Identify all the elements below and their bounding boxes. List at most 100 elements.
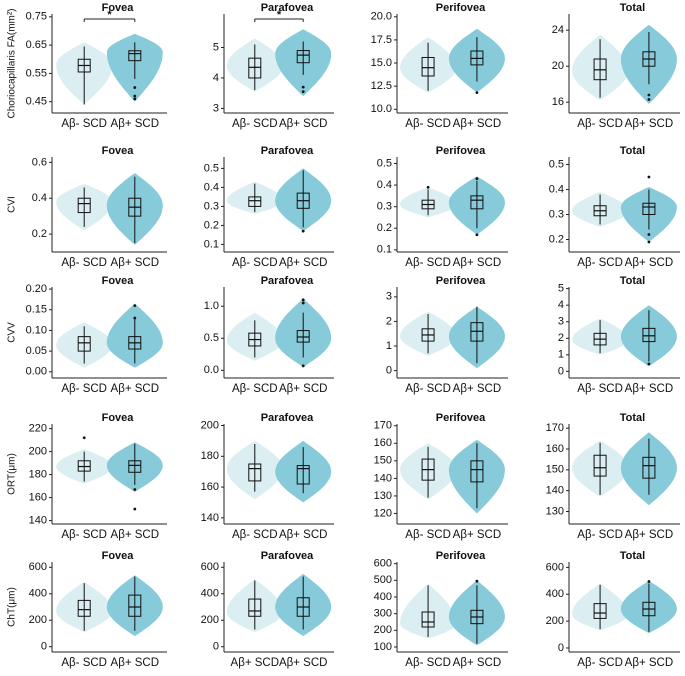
category-label: Aβ+ SCD bbox=[111, 118, 159, 130]
y-tick-label: 0 bbox=[213, 641, 219, 653]
y-tick-label: 0.5 bbox=[549, 158, 564, 170]
y-axis-label: CVI bbox=[7, 196, 18, 213]
y-tick-label: 400 bbox=[201, 588, 219, 600]
y-tick-label: 24 bbox=[552, 24, 564, 36]
category-label: Aβ- SCD bbox=[61, 529, 107, 541]
y-tick-label: 0.3 bbox=[204, 200, 219, 212]
y-tick-label: 300 bbox=[374, 608, 392, 620]
category-label: Aβ- SCD bbox=[405, 257, 451, 269]
y-tick-label: 4 bbox=[558, 299, 564, 311]
category-label: Aβ+ SCD bbox=[279, 657, 327, 669]
category-label: Aβ- SCD bbox=[405, 657, 451, 669]
y-tick-label: 17.5 bbox=[371, 34, 392, 46]
panel-title: Fovea bbox=[102, 145, 135, 157]
box bbox=[470, 195, 484, 210]
panel-fovea: Fovea 0 200 400 600 Aβ- SCD Aβ+ SCD bbox=[29, 550, 167, 669]
y-tick-label: 0.4 bbox=[377, 179, 392, 191]
y-tick-label: 0.65 bbox=[26, 39, 47, 51]
y-tick-label: 0.10 bbox=[26, 324, 47, 336]
y-tick-label: 0.05 bbox=[26, 345, 47, 357]
outlier-point bbox=[647, 240, 651, 244]
outlier-point bbox=[133, 86, 137, 89]
y-axis-label: Choriocapillaris FA(mm²) bbox=[7, 8, 18, 118]
y-tick-label: 200 bbox=[201, 614, 219, 626]
panel-title: Parafovea bbox=[261, 412, 314, 424]
outlier-point bbox=[475, 233, 479, 237]
panel-title: Fovea bbox=[102, 412, 135, 424]
category-label: Aβ+ SCD bbox=[625, 383, 673, 395]
panel-perifovea: Perifovea 0.1 0.2 0.3 0.4 0.5 Aβ- SCD Aβ+ SCD bbox=[377, 145, 508, 269]
outlier-point bbox=[475, 91, 479, 95]
y-tick-label: 0.2 bbox=[377, 222, 392, 234]
y-tick-label: 5 bbox=[558, 283, 564, 295]
y-tick-label: 0.1 bbox=[377, 244, 392, 256]
panel-fovea: Fovea 0.45 0.55 0.65 0.75 Aβ- SCD Aβ+ SCD * bbox=[26, 2, 167, 130]
y-tick-label: 140 bbox=[29, 514, 47, 526]
panel-total: Total 0.2 0.3 0.4 0.5 Aβ- SCD Aβ+ SCD bbox=[549, 145, 680, 269]
y-tick-label: 16 bbox=[552, 96, 564, 108]
y-tick-label: 130 bbox=[374, 490, 392, 502]
category-label: Aβ+ SCD bbox=[111, 257, 159, 269]
outlier-point bbox=[301, 364, 305, 368]
y-tick-label: 160 bbox=[546, 443, 564, 455]
category-label: Aβ+ SCD bbox=[625, 529, 673, 541]
y-tick-label: 0.20 bbox=[26, 283, 47, 295]
panel-perifovea: Perifovea 120 130 140 150 160 170 Aβ- SCD Aβ+ SC… bbox=[374, 412, 508, 541]
y-tick-label: 0.3 bbox=[377, 201, 392, 213]
y-tick-label: 0.15 bbox=[26, 304, 47, 316]
panel-perifovea: Perifovea 100 200 300 400 500 600 Aβ- SCD Aβ+ SC… bbox=[374, 550, 508, 669]
y-tick-label: 150 bbox=[546, 464, 564, 476]
outlier-point bbox=[82, 436, 86, 440]
outlier-point bbox=[426, 185, 430, 189]
outlier-point bbox=[475, 177, 479, 180]
y-tick-label: 0.2 bbox=[549, 233, 564, 245]
box bbox=[248, 598, 262, 617]
box bbox=[296, 465, 310, 485]
y-tick-label: 0.6 bbox=[32, 156, 47, 168]
category-label: Aβ- SCD bbox=[577, 257, 623, 269]
category-label: Aβ- SCD bbox=[405, 529, 451, 541]
category-label: Aβ+ SCD bbox=[625, 657, 673, 669]
category-label: Aβ+ SCD bbox=[453, 657, 501, 669]
y-tick-label: 0.00 bbox=[26, 366, 47, 378]
outlier-point bbox=[647, 93, 651, 97]
panel-fovea: Fovea 0.00 0.05 0.10 0.15 0.20 Aβ- SCD Aβ+ SCD bbox=[26, 275, 167, 395]
panel-title: Parafovea bbox=[261, 2, 314, 14]
category-label: Aβ+ SCD bbox=[279, 529, 327, 541]
y-tick-label: 100 bbox=[374, 641, 392, 653]
panel-total: Total 0 1 2 3 4 5 Aβ- SCD Aβ+ SCD bbox=[558, 275, 680, 395]
panel-title: Perifovea bbox=[436, 275, 486, 287]
outlier-point bbox=[647, 233, 651, 236]
y-tick-label: 200 bbox=[374, 624, 392, 636]
y-tick-label: 150 bbox=[374, 455, 392, 467]
y-tick-label: 0 bbox=[41, 641, 47, 653]
box bbox=[128, 460, 142, 473]
y-tick-label: 0.3 bbox=[549, 208, 564, 220]
panel-perifovea: Perifovea 10.0 12.5 15.0 17.5 20.0 Aβ- SCD Aβ+ … bbox=[371, 2, 508, 130]
category-label: Aβ- SCD bbox=[61, 257, 107, 269]
panel-title: Perifovea bbox=[436, 145, 486, 157]
category-label: Aβ+ SCD bbox=[279, 257, 327, 269]
y-tick-label: 0.75 bbox=[26, 11, 47, 23]
y-tick-label: 500 bbox=[374, 574, 392, 586]
panel-title: Parafovea bbox=[261, 550, 314, 562]
y-tick-label: 0.4 bbox=[549, 183, 564, 195]
y-tick-label: 2 bbox=[386, 315, 392, 327]
y-tick-label: 0.2 bbox=[32, 228, 47, 240]
y-tick-label: 400 bbox=[29, 588, 47, 600]
y-tick-label: 200 bbox=[29, 445, 47, 457]
outlier-point bbox=[133, 488, 137, 491]
y-tick-label: 600 bbox=[201, 561, 219, 573]
outlier-point bbox=[475, 579, 479, 583]
y-tick-label: 10.0 bbox=[371, 103, 392, 115]
category-label: Aβ+ SCD bbox=[453, 383, 501, 395]
panel-parafovea: Parafovea 140 160 180 200 Aβ- SCD Aβ+ SCD bbox=[201, 412, 334, 541]
panel-title: Parafovea bbox=[261, 275, 314, 287]
y-tick-label: 140 bbox=[546, 485, 564, 497]
y-tick-label: 120 bbox=[374, 507, 392, 519]
category-label: Aβ- SCD bbox=[232, 383, 278, 395]
box bbox=[77, 197, 91, 214]
